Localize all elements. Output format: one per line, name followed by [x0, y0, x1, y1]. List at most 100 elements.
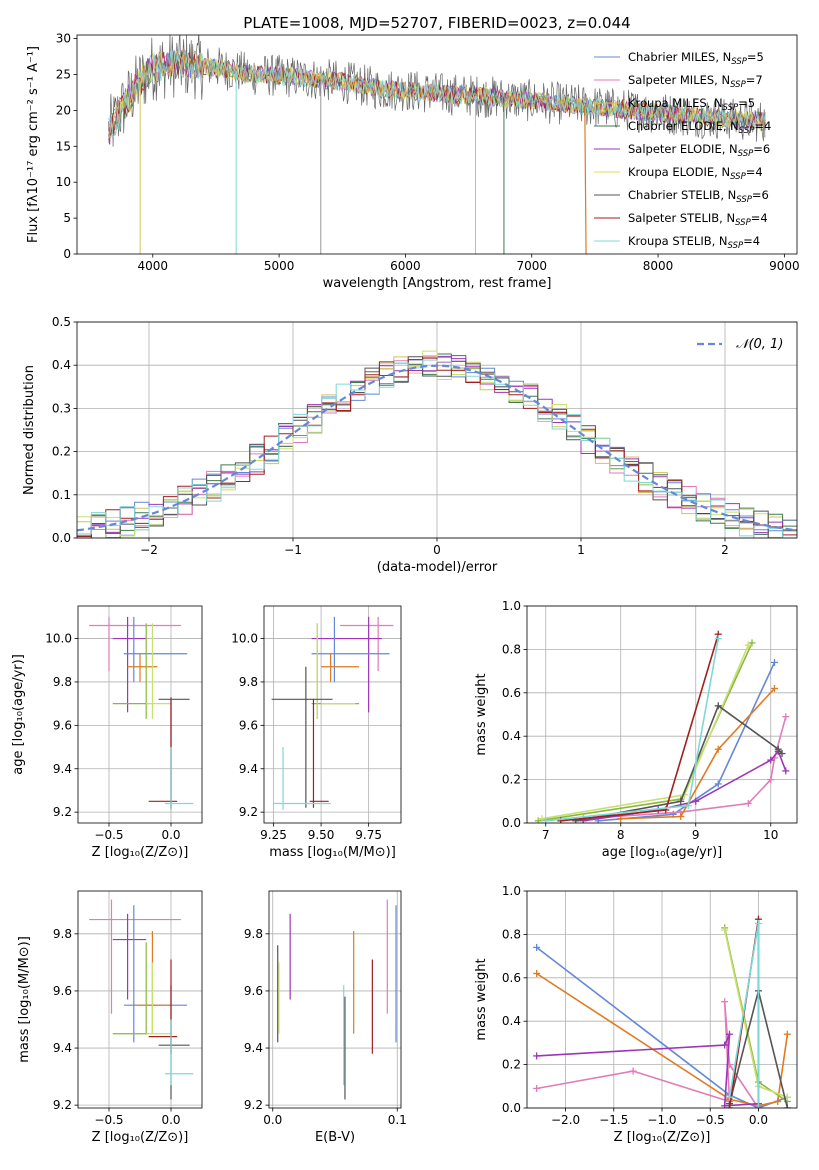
x-tick-label: 10 — [763, 828, 778, 842]
legend-label: Kroupa ELODIE, NSSP=4 — [628, 165, 763, 182]
y-axis-label: mass weight — [474, 958, 489, 1040]
x-tick-label: −2 — [140, 543, 158, 557]
x-tick-label: 2 — [721, 543, 729, 557]
plot-area — [89, 616, 194, 810]
y-tick-label: 10.0 — [231, 632, 258, 646]
y-tick-label: 5 — [63, 211, 71, 225]
y-tick-label: 9.6 — [53, 718, 72, 732]
plot-area — [89, 899, 194, 1100]
panel-z-vs-age: −0.5 0.0 9.2 9.4 9.6 9.8 10.0 Z [log₁₀(Z/Z⊙)] ag… — [11, 605, 203, 860]
weight-line-6 — [541, 644, 750, 820]
legend-label-suffix: =4 — [754, 119, 771, 133]
plot-area — [77, 350, 797, 538]
y-axis-label: age [log₁₀(age/yr)] — [11, 654, 26, 775]
legend-label-main: Chabrier ELODIE, N — [628, 119, 739, 133]
y-axis-label: mass [log₁₀(M/M⊙)] — [17, 936, 32, 1063]
histogram-9 — [77, 359, 797, 538]
x-axis-label: mass [log₁₀(M/M⊙)] — [269, 845, 396, 860]
errorbar-point-9 — [273, 747, 331, 810]
weight-marker — [692, 797, 700, 805]
legend-label-sub: SSP — [723, 103, 739, 113]
x-tick-label: −0.5 — [94, 1113, 123, 1127]
y-tick-label: 0.2 — [502, 773, 521, 787]
y-tick-label: 9.4 — [244, 1041, 263, 1055]
errorbar-point-3 — [123, 616, 188, 682]
legend-label: Kroupa STELIB, NSSP=4 — [628, 234, 760, 251]
weight-marker — [677, 812, 685, 820]
legend-label-suffix: =5 — [747, 50, 764, 64]
x-axis-label: E(B-V) — [315, 1130, 355, 1145]
legend-label-main: Chabrier MILES, N — [628, 50, 731, 64]
errorbar-point-7 — [158, 697, 190, 808]
y-tick-label: 9.8 — [53, 927, 72, 941]
errorbar-point-8 — [309, 699, 329, 808]
weight-marker — [538, 815, 546, 823]
weight-marker — [726, 1104, 733, 1108]
x-tick-label: −1.0 — [647, 1113, 676, 1127]
histogram-7 — [77, 356, 797, 538]
weight-marker — [714, 702, 722, 710]
legend-label-sub: SSP — [730, 80, 746, 90]
weight-marker — [721, 1041, 729, 1049]
axes-frame — [77, 890, 203, 1109]
x-axis-label: (data-model)/error — [377, 560, 498, 575]
y-tick-label: 9.8 — [244, 927, 263, 941]
y-tick-label: 1.0 — [502, 884, 521, 898]
panel-residuals: −2 −1 0 1 2 0.0 0.1 0.2 0.3 0.4 0.5 (data-model)/er… — [22, 315, 798, 575]
plot-area — [533, 915, 791, 1108]
y-tick-label: 9.2 — [53, 1098, 72, 1112]
axes-frame — [77, 605, 203, 824]
x-tick-label: −0.5 — [94, 828, 123, 842]
panel-ebv: 0.0 0.1 9.2 9.4 9.6 9.8 E(B-V) — [244, 890, 407, 1145]
y-tick-label: 9.4 — [53, 1041, 72, 1055]
y-tick-label: 0 — [63, 247, 71, 261]
spectrum-line-9 — [108, 49, 766, 139]
weight-marker — [714, 745, 722, 753]
weight-line-3 — [620, 687, 776, 820]
weight-marker — [721, 926, 729, 934]
y-tick-label: 0.0 — [502, 1101, 521, 1115]
x-axis-label: wavelength [Angstrom, rest frame] — [323, 276, 552, 291]
y-tick-label: 0.2 — [502, 1058, 521, 1072]
x-tick-label: 0.0 — [161, 1113, 180, 1127]
panel-spectrum: 4000 5000 6000 7000 8000 9000 0 5 10 15 20 25 30 wave… — [26, 14, 800, 291]
x-tick-label: 9.50 — [308, 828, 335, 842]
legend-label-suffix: =6 — [753, 142, 770, 156]
y-tick-label: 0.0 — [502, 816, 521, 830]
errorbar-point-5 — [311, 623, 360, 719]
y-tick-label: 0.6 — [502, 971, 521, 985]
weight-marker — [617, 815, 625, 823]
weight-marker — [771, 684, 778, 692]
x-tick-label: 0.0 — [263, 1113, 282, 1127]
x-tick-label: 8 — [617, 828, 625, 842]
y-axis-label: mass weight — [474, 673, 489, 755]
weight-line-4 — [538, 642, 753, 822]
errorbar-point-6 — [316, 623, 356, 719]
weight-marker — [771, 658, 778, 666]
x-tick-label: 7000 — [516, 259, 547, 273]
weight-marker — [533, 1084, 541, 1092]
errorbar-point-7 — [271, 666, 333, 808]
weight-marker — [726, 1093, 733, 1101]
weight-marker — [629, 1067, 637, 1075]
y-tick-label: 0.8 — [502, 642, 521, 656]
errorbar-point-4 — [321, 653, 360, 682]
x-tick-label: 9 — [692, 828, 700, 842]
axes-frame — [263, 605, 402, 824]
weight-marker — [533, 943, 541, 951]
y-tick-label: 9.2 — [244, 1098, 263, 1112]
legend-label: Salpeter STELIB, NSSP=4 — [628, 211, 768, 228]
y-tick-label: 0.4 — [502, 1014, 521, 1028]
x-axis-label: age [log₁₀(age/yr)] — [602, 845, 723, 860]
plot-area — [534, 630, 790, 823]
y-tick-label: 0.1 — [52, 488, 71, 502]
y-tick-label: 25 — [56, 67, 71, 81]
errorbar-point-9 — [164, 1019, 194, 1086]
spectrum-cutoff — [584, 105, 587, 254]
y-tick-label: 10 — [56, 175, 71, 189]
legend-label-main: Kroupa MILES, N — [628, 96, 723, 110]
weight-marker — [684, 802, 692, 810]
x-tick-label: 9.75 — [355, 828, 382, 842]
